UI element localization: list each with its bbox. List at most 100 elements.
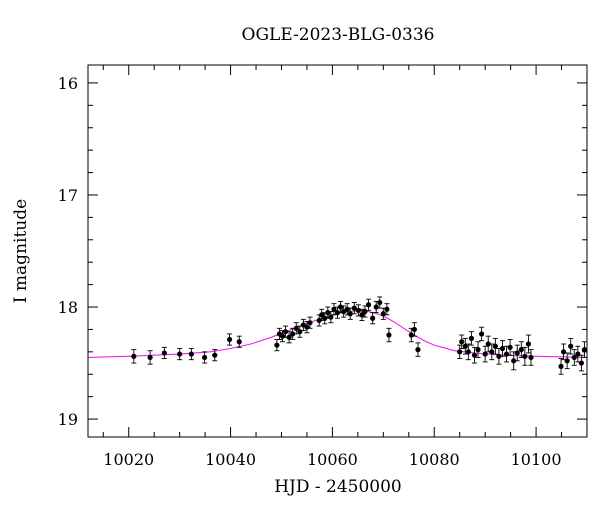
point-marker [384, 306, 390, 312]
data-point [319, 308, 325, 321]
axis-tick-labels: 10020 10040 10060 10080 10100 16 17 18 19 [58, 74, 562, 469]
data-point [465, 343, 471, 361]
point-marker [499, 345, 506, 352]
data-point [575, 345, 581, 363]
point-marker [459, 339, 465, 345]
data-point [528, 349, 534, 366]
point-marker [507, 344, 513, 350]
point-marker [304, 324, 310, 330]
data-point [384, 303, 390, 316]
point-marker [344, 306, 350, 312]
point-marker [236, 339, 242, 345]
data-point [482, 345, 488, 363]
data-point [415, 342, 421, 357]
x-axis-label: HJD - 2450000 [274, 477, 402, 497]
data-point [457, 344, 463, 360]
data-point [462, 337, 468, 355]
y-tick-label: 17 [58, 186, 78, 205]
point-marker [161, 350, 167, 356]
y-tick-label: 16 [58, 74, 78, 93]
data-point [492, 337, 498, 355]
data-point [282, 325, 289, 338]
point-marker [282, 329, 289, 335]
point-marker [525, 341, 532, 347]
point-marker [188, 351, 194, 357]
data-point [471, 346, 478, 364]
data-point [496, 348, 502, 365]
data-point [177, 348, 183, 361]
data-point [341, 305, 347, 318]
data-point [411, 322, 417, 337]
point-marker [522, 353, 528, 359]
x-tick-label: 10100 [511, 450, 562, 469]
point-marker [468, 335, 475, 341]
chart-title: OGLE-2023-BLG-0336 [242, 25, 435, 45]
data-point [293, 322, 299, 335]
point-marker [380, 311, 386, 317]
point-marker [568, 343, 574, 349]
data-point [468, 331, 475, 346]
point-marker [319, 312, 325, 318]
data-point [236, 335, 242, 348]
point-marker [328, 314, 334, 320]
data-point [351, 302, 357, 315]
point-marker [290, 331, 296, 337]
point-marker [362, 308, 368, 315]
point-marker [274, 342, 280, 348]
data-point [365, 298, 372, 311]
point-marker [478, 331, 485, 337]
plot-frame [87, 64, 588, 438]
point-marker [325, 310, 331, 316]
point-marker [475, 347, 481, 353]
point-marker [359, 312, 365, 318]
data-point [202, 351, 208, 364]
data-point [188, 348, 194, 361]
point-marker [528, 354, 534, 361]
data-point [161, 346, 167, 360]
point-marker [485, 341, 491, 347]
point-marker [365, 302, 372, 308]
data-point [147, 350, 153, 365]
data-point [507, 339, 513, 356]
data-point [328, 311, 334, 324]
point-marker [518, 347, 524, 353]
point-marker [279, 333, 286, 339]
data-point [558, 358, 564, 375]
point-marker [564, 358, 570, 364]
point-marker [386, 332, 392, 338]
point-marker [462, 343, 468, 349]
point-marker [496, 353, 502, 359]
point-marker [337, 304, 344, 310]
data-point [525, 334, 532, 354]
point-marker [471, 352, 478, 358]
point-marker [334, 310, 341, 316]
y-tick-label: 18 [58, 298, 78, 317]
point-marker [581, 347, 587, 353]
point-marker [226, 336, 233, 343]
point-marker [293, 325, 299, 331]
point-marker [415, 347, 421, 353]
point-marker [492, 343, 498, 349]
point-marker [316, 317, 322, 324]
point-marker [408, 332, 414, 338]
data-point [359, 308, 365, 321]
data-point [522, 346, 528, 366]
data-point [331, 303, 337, 316]
point-marker [147, 354, 153, 361]
data-point [581, 341, 587, 358]
data-point [475, 341, 481, 358]
point-marker [177, 351, 183, 357]
data-point [564, 352, 570, 370]
point-marker [307, 320, 313, 326]
data-point [489, 343, 495, 361]
point-marker [131, 353, 137, 359]
point-marker [457, 349, 463, 355]
point-marker [212, 352, 218, 358]
point-marker [373, 304, 379, 310]
x-tick-label: 10020 [103, 450, 154, 469]
data-point [514, 344, 520, 362]
data-point [571, 349, 577, 366]
data-point [499, 340, 506, 357]
data-point [478, 326, 485, 342]
